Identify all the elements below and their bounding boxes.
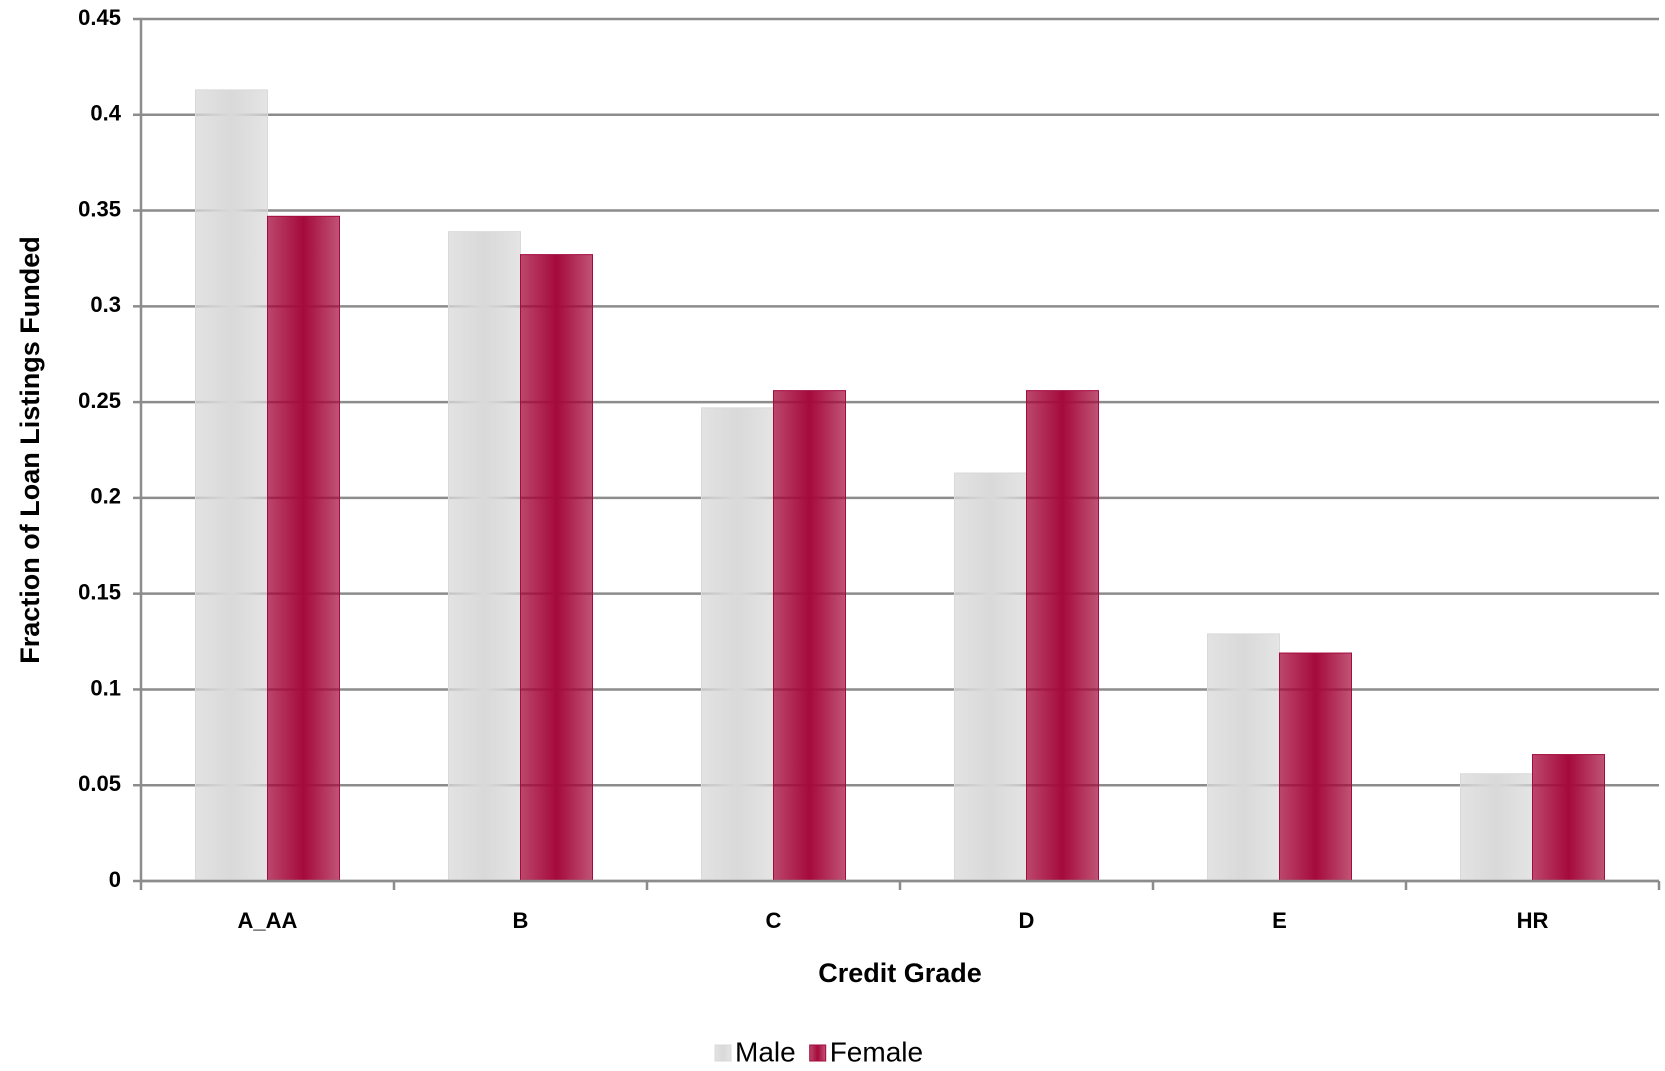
bar bbox=[1207, 633, 1280, 882]
bar bbox=[1026, 390, 1099, 882]
y-tick-label: 0.15 bbox=[78, 579, 121, 604]
y-tick-label: 0.05 bbox=[78, 771, 121, 796]
x-tick-label: E bbox=[1272, 908, 1287, 933]
bar bbox=[1532, 754, 1605, 882]
x-tick-label: HR bbox=[1517, 908, 1549, 933]
legend-label: Male bbox=[735, 1036, 796, 1067]
y-tick-label: 0.3 bbox=[90, 292, 121, 317]
bar bbox=[195, 89, 268, 882]
y-tick-label: 0.25 bbox=[78, 388, 121, 413]
bar bbox=[448, 231, 521, 882]
x-tick-label: A_AA bbox=[238, 908, 298, 933]
legend-swatch bbox=[714, 1044, 732, 1062]
bar bbox=[1460, 773, 1533, 882]
x-tick-label: D bbox=[1019, 908, 1035, 933]
bar bbox=[701, 407, 774, 882]
x-tick-label: B bbox=[513, 908, 529, 933]
legend-label: Female bbox=[830, 1036, 923, 1067]
bar bbox=[267, 215, 340, 882]
y-tick-label: 0.4 bbox=[90, 101, 121, 126]
x-tick-label: C bbox=[766, 908, 782, 933]
y-tick-label: 0.45 bbox=[78, 5, 121, 30]
legend-swatch bbox=[809, 1044, 827, 1062]
x-axis-label: Credit Grade bbox=[818, 958, 982, 988]
y-tick-label: 0 bbox=[109, 867, 121, 892]
y-tick-label: 0.35 bbox=[78, 196, 121, 221]
y-axis-label: Fraction of Loan Listings Funded bbox=[15, 236, 45, 663]
bar bbox=[954, 472, 1027, 882]
y-tick-label: 0.1 bbox=[90, 675, 121, 700]
bar bbox=[773, 390, 846, 882]
bar bbox=[520, 254, 593, 882]
bar bbox=[1279, 652, 1352, 882]
y-tick-label: 0.2 bbox=[90, 484, 121, 509]
